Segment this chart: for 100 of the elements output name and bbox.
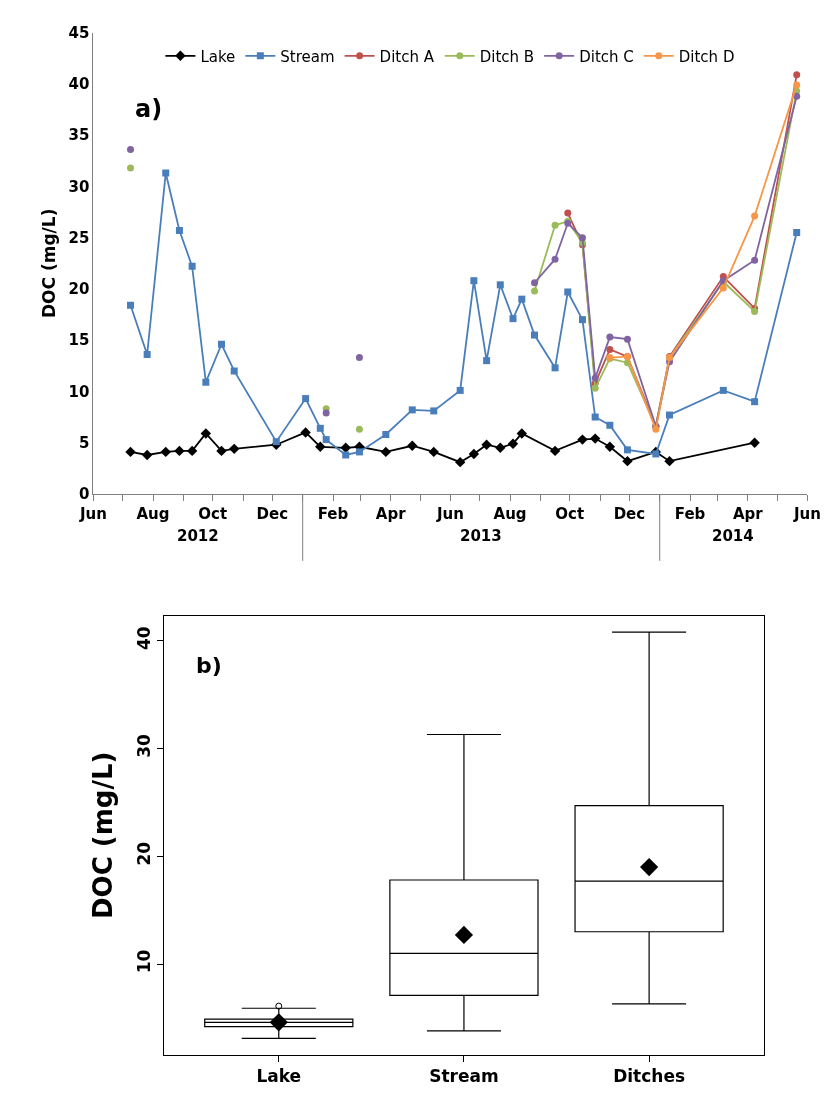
point [623,446,631,454]
x-tick-label: Lake [256,1066,302,1087]
point [606,333,614,341]
x-tick-label: Aug [136,504,170,523]
point [578,316,586,324]
legend-label: Ditch A [379,47,435,66]
point [430,407,438,415]
point [666,411,674,419]
x-tick-label: Apr [732,504,764,523]
point [216,445,227,457]
y-tick-label: 0 [78,485,90,504]
x-tick-label: Feb [317,504,349,523]
point [481,439,492,450]
point [719,386,727,394]
y-tick-label: 40 [134,626,155,650]
point [751,398,759,406]
point [407,440,418,451]
x-tick-label: Jun [78,504,107,523]
point [408,406,416,414]
legend-label: Ditch C [579,47,634,66]
y-tick-label: 40 [68,75,90,94]
point [551,255,559,263]
point [218,340,225,348]
point [300,427,311,438]
point [549,445,561,457]
point [200,428,212,439]
y-tick-label: 35 [68,126,90,145]
y-axis-title: DOC (mg/L) [87,751,118,919]
point [380,446,392,458]
x-tick-label: Dec [256,504,289,523]
point [551,364,559,372]
point [302,395,310,403]
y-tick-label: 10 [68,382,90,401]
text: 2012 [177,527,219,545]
y-tick-label: 20 [134,841,155,866]
point [382,430,390,438]
point [604,441,616,452]
x-tick-label: Feb [674,504,706,523]
annotation: b) [196,653,222,678]
point [496,281,504,289]
point [551,221,559,229]
point [483,357,491,365]
point [652,450,660,458]
x-tick-label: Ditches [613,1066,686,1087]
point [531,279,539,287]
point [749,437,760,448]
text: 2014 [712,527,754,545]
point [564,288,572,296]
y-tick-label: 10 [134,949,155,974]
y-tick-label: 5 [78,433,90,452]
point [751,212,759,220]
point [591,374,599,382]
x-tick-label: Jun [435,504,464,523]
point [456,386,464,394]
y-axis-title: DOC (mg/L) [39,208,60,318]
point [622,455,633,467]
point [591,384,599,392]
point [495,442,506,454]
point [202,378,210,386]
y-tick-label: 30 [134,733,155,758]
point [186,445,198,457]
point [606,345,614,353]
point [174,445,185,457]
point [793,229,801,237]
y-tick-label: 45 [68,23,90,42]
point [454,456,466,468]
legend-label: Stream [280,47,335,66]
point [342,451,350,459]
legend-label: Lake [200,47,236,66]
point [509,315,517,323]
point [589,433,601,444]
legend-label: Ditch D [678,47,735,66]
point [143,351,151,359]
point [793,81,801,89]
x-tick-label: Oct [555,504,585,523]
point [518,295,526,303]
point [623,335,631,343]
y-tick-label: 30 [68,177,90,196]
point [229,443,240,455]
y-tick-label: 15 [68,331,90,350]
point [531,331,539,339]
point [577,434,588,445]
y-tick-label: 20 [68,280,90,299]
point [606,421,614,429]
point [160,446,171,458]
point [468,448,480,460]
text: 2013 [460,527,502,545]
annotation: a) [135,95,163,123]
point [751,256,759,264]
point [507,438,519,449]
point [127,301,135,309]
point [125,446,136,458]
point [315,441,326,452]
point [141,449,153,461]
point [578,234,586,242]
point [531,287,539,295]
point [719,284,727,292]
point [322,436,330,444]
point [470,277,478,285]
x-tick-label: Stream [429,1066,499,1087]
